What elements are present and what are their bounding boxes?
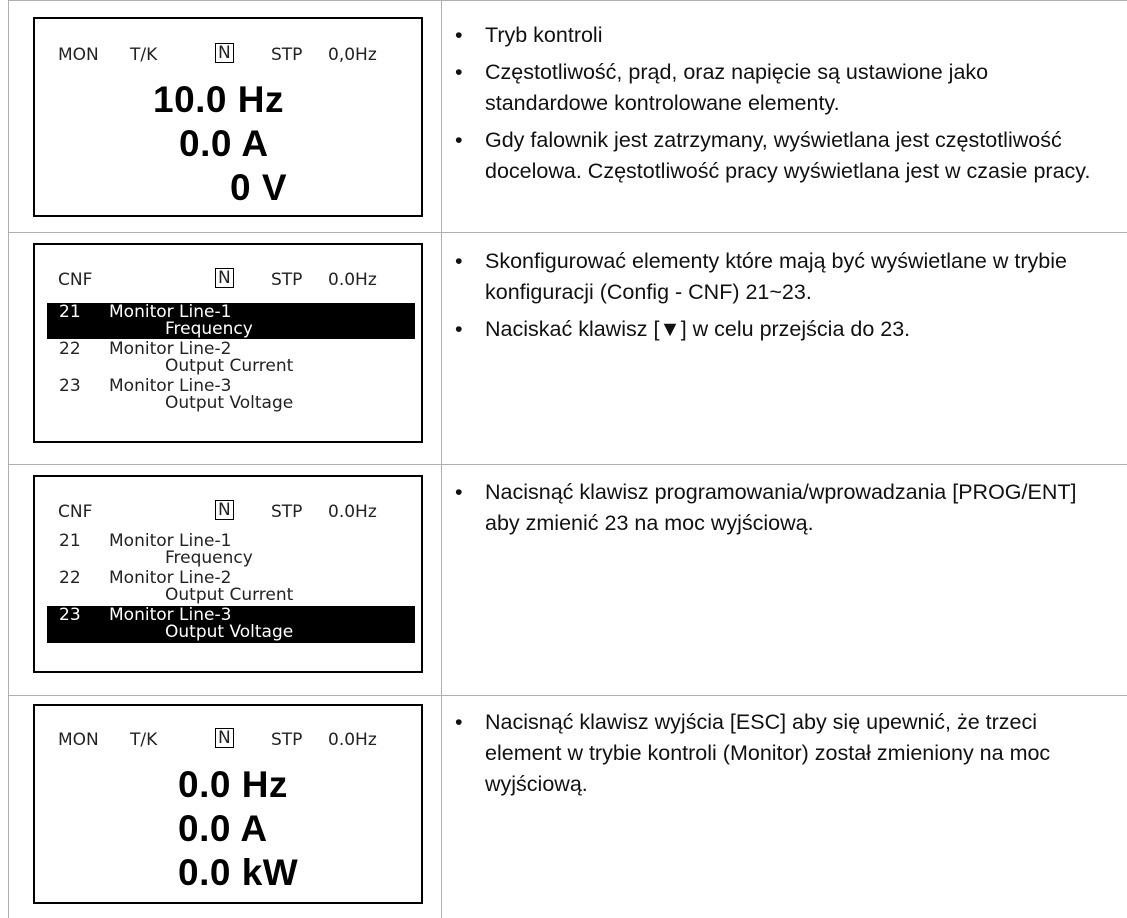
- config-item-21[interactable]: 21 Monitor Line-1 Frequency: [47, 532, 415, 568]
- lcd-status-label: STP: [271, 502, 303, 522]
- config-item-value: Frequency: [165, 548, 253, 568]
- lcd-n-indicator: N: [215, 728, 234, 748]
- lcd-mode-label: MON: [58, 45, 99, 65]
- lcd-mode-label: CNF: [58, 502, 93, 522]
- table-row-divider: [8, 695, 1127, 696]
- lcd-n-indicator: N: [215, 43, 234, 63]
- lcd-monitor-screen: MON T/K N STP 0.0Hz 0.0 Hz 0.0 A 0.0 kW: [33, 704, 423, 904]
- table-border-middle: [441, 0, 442, 918]
- config-item-21[interactable]: 21 Monitor Line-1 Frequency: [47, 303, 415, 339]
- bullet-item: Naciskać klawisz [▼] w celu przejścia do…: [452, 314, 1117, 345]
- lcd-frequency-readout: 0.0Hz: [328, 502, 377, 522]
- lcd-config-screen: CNF N STP 0.0Hz 21 Monitor Line-1 Freque…: [33, 243, 423, 443]
- config-item-value: Output Current: [165, 585, 294, 605]
- lcd-status-label: STP: [271, 730, 303, 750]
- description-cell: Nacisnąć klawisz programowania/wprowadza…: [452, 477, 1117, 545]
- config-item-number: 23: [59, 605, 81, 625]
- table-row-divider: [8, 232, 1127, 233]
- lcd-line-1: 0.0 Hz: [178, 764, 288, 805]
- lcd-tk-label: T/K: [130, 45, 158, 65]
- config-item-name: Monitor Line-1: [109, 531, 232, 551]
- config-item-name: Monitor Line-2: [109, 339, 232, 359]
- bullet-item: Częstotliwość, prąd, oraz napięcie są us…: [452, 57, 1117, 119]
- lcd-mode-label: CNF: [58, 270, 93, 290]
- config-item-number: 21: [59, 531, 81, 551]
- config-item-22[interactable]: 22 Monitor Line-2 Output Current: [47, 340, 415, 376]
- config-item-name: Monitor Line-3: [109, 376, 232, 396]
- config-item-23[interactable]: 23 Monitor Line-3 Output Voltage: [47, 377, 415, 413]
- config-item-name: Monitor Line-2: [109, 568, 232, 588]
- lcd-n-indicator: N: [215, 500, 234, 520]
- config-item-23[interactable]: 23 Monitor Line-3 Output Voltage: [47, 606, 415, 643]
- lcd-n-indicator: N: [215, 268, 234, 288]
- config-item-name: Monitor Line-3: [109, 605, 232, 625]
- lcd-monitor-screen: MON T/K N STP 0,0Hz 10.0 Hz 0.0 A 0 V: [33, 17, 423, 217]
- config-item-value: Output Voltage: [165, 393, 294, 413]
- bullet-item: Nacisnąć klawisz wyjścia [ESC] aby się u…: [452, 707, 1117, 800]
- table-row-divider: [8, 464, 1127, 465]
- lcd-tk-label: T/K: [130, 730, 158, 750]
- config-item-name: Monitor Line-1: [109, 302, 232, 322]
- config-item-22[interactable]: 22 Monitor Line-2 Output Current: [47, 569, 415, 605]
- lcd-status-label: STP: [271, 45, 303, 65]
- lcd-status-label: STP: [271, 270, 303, 290]
- lcd-line-1: 10.0 Hz: [153, 79, 285, 120]
- config-item-number: 22: [59, 568, 81, 588]
- lcd-frequency-readout: 0.0Hz: [328, 270, 377, 290]
- bullet-item: Nacisnąć klawisz programowania/wprowadza…: [452, 477, 1117, 539]
- bullet-item: Tryb kontroli: [452, 20, 1117, 51]
- lcd-line-2: 0.0 A: [178, 808, 268, 849]
- lcd-frequency-readout: 0.0Hz: [328, 730, 377, 750]
- config-item-value: Frequency: [165, 319, 253, 339]
- lcd-line-2: 0.0 A: [179, 123, 269, 164]
- bullet-item: Skonfigurować elementy które mają być wy…: [452, 246, 1117, 308]
- config-item-value: Output Voltage: [165, 622, 294, 642]
- bullet-item: Gdy falownik jest zatrzymany, wyświetlan…: [452, 125, 1117, 187]
- description-cell: Tryb kontroli Częstotliwość, prąd, oraz …: [452, 20, 1117, 193]
- table-border-left: [8, 0, 9, 918]
- config-item-value: Output Current: [165, 356, 294, 376]
- description-cell: Skonfigurować elementy które mają być wy…: [452, 246, 1117, 351]
- lcd-config-screen: CNF N STP 0.0Hz 21 Monitor Line-1 Freque…: [33, 475, 423, 673]
- lcd-line-3: 0 V: [230, 167, 288, 208]
- lcd-mode-label: MON: [58, 730, 99, 750]
- config-item-number: 23: [59, 376, 81, 396]
- description-cell: Nacisnąć klawisz wyjścia [ESC] aby się u…: [452, 707, 1117, 806]
- lcd-line-3: 0.0 kW: [178, 852, 299, 893]
- config-item-number: 21: [59, 302, 81, 322]
- config-item-number: 22: [59, 339, 81, 359]
- table-border-top: [8, 0, 1127, 1]
- lcd-frequency-readout: 0,0Hz: [328, 45, 377, 65]
